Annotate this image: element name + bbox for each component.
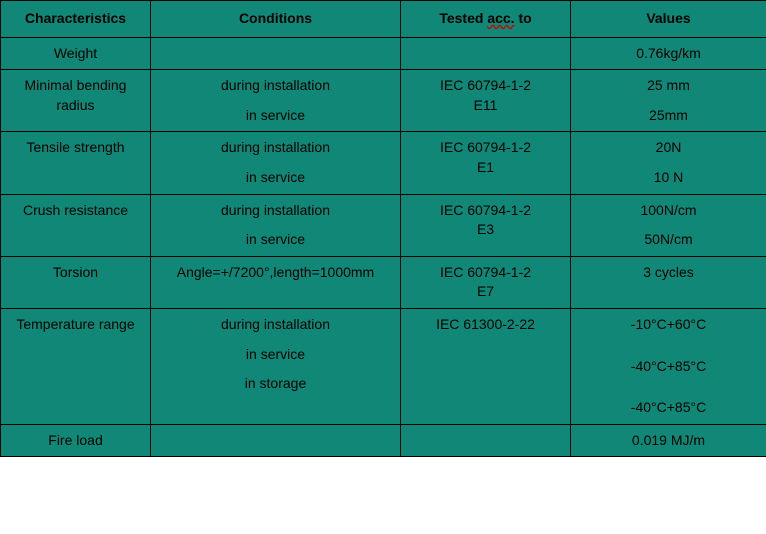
- cell-tested: IEC 60794-1-2E1: [401, 132, 571, 194]
- condition-line: in service: [246, 168, 305, 188]
- header-characteristics: Characteristics: [1, 1, 151, 38]
- value-line: 3 cycles: [643, 263, 694, 283]
- table-row: Fire load 0.019 MJ/m: [1, 424, 766, 457]
- cell-conditions: during installation in service: [151, 132, 401, 194]
- table-row: Torsion Angle=+/7200°,length=1000mm IEC 60…: [1, 256, 766, 308]
- value-line: -40°C+85°C: [631, 357, 706, 377]
- cell-characteristic: Weight: [1, 37, 151, 70]
- value-line: 100N/cm: [640, 201, 696, 221]
- value-line: -10°C+60°C: [631, 315, 706, 335]
- tested-line: E3: [405, 220, 566, 240]
- value-line: 10 N: [654, 168, 684, 188]
- condition-line: during installation: [221, 201, 330, 221]
- spec-table: Characteristics Conditions Tested acc. t…: [0, 0, 766, 457]
- value-line: -40°C+85°C: [631, 398, 706, 418]
- cell-characteristic: Torsion: [1, 256, 151, 308]
- header-tested-mid: acc.: [487, 10, 514, 26]
- cell-tested: [401, 37, 571, 70]
- value-line: 50N/cm: [644, 230, 692, 250]
- cell-characteristic: Crush resistance: [1, 194, 151, 256]
- char-line: radius: [5, 96, 146, 116]
- cell-tested: IEC 60794-1-2E3: [401, 194, 571, 256]
- cell-values: 3 cycles: [571, 256, 766, 308]
- cell-characteristic: Tensile strength: [1, 132, 151, 194]
- cell-characteristic: Minimal bendingradius: [1, 70, 151, 132]
- value-line: 25mm: [649, 106, 688, 126]
- table-row: Tensile strength during installation in se…: [1, 132, 766, 194]
- tested-line: E7: [405, 282, 566, 302]
- cell-values: -10°C+60°C -40°C+85°C -40°C+85°C: [571, 308, 766, 424]
- cell-tested: IEC 60794-1-2E11: [401, 70, 571, 132]
- header-conditions: Conditions: [151, 1, 401, 38]
- char-line: Minimal bending: [5, 76, 146, 96]
- cell-tested: IEC 61300-2-22: [401, 308, 571, 424]
- condition-line: during installation: [221, 138, 330, 158]
- table-row: Minimal bendingradiusduring installation…: [1, 70, 766, 132]
- table-body: Weight0.76kg/kmMinimal bendingradiusduri…: [1, 37, 766, 457]
- cell-values: 0.76kg/km: [571, 37, 766, 70]
- tested-line: IEC 60794-1-2: [405, 263, 566, 283]
- cell-tested: IEC 60794-1-2E7: [401, 256, 571, 308]
- cell-characteristic: Temperature range: [1, 308, 151, 424]
- condition-line: in service: [246, 230, 305, 250]
- value-line: 25 mm: [647, 76, 690, 96]
- table-row: Crush resistance during installation in se…: [1, 194, 766, 256]
- cell-characteristic: Fire load: [1, 424, 151, 457]
- cell-conditions: [151, 424, 401, 457]
- condition-line: Angle=+/7200°,length=1000mm: [177, 263, 374, 283]
- tested-line: E1: [405, 158, 566, 178]
- cell-conditions: during installation in service in storage: [151, 308, 401, 424]
- condition-line: during installation: [221, 76, 330, 96]
- condition-line: in storage: [245, 374, 306, 394]
- cell-values: 100N/cm 50N/cm: [571, 194, 766, 256]
- header-values: Values: [571, 1, 766, 38]
- header-tested-pre: Tested: [439, 10, 487, 26]
- condition-line: in service: [246, 106, 305, 126]
- tested-line: E11: [405, 96, 566, 116]
- cell-values: 20N 10 N: [571, 132, 766, 194]
- value-line: 0.019 MJ/m: [632, 431, 705, 451]
- table-row: Temperature range during installation in s…: [1, 308, 766, 424]
- cell-conditions: [151, 37, 401, 70]
- condition-line: during installation: [221, 315, 330, 335]
- condition-line: in service: [246, 345, 305, 365]
- tested-line: IEC 60794-1-2: [405, 76, 566, 96]
- header-tested-acc-to: Tested acc. to: [401, 1, 571, 38]
- cell-values: 25 mm 25mm: [571, 70, 766, 132]
- header-tested-post: to: [515, 10, 532, 26]
- header-row: Characteristics Conditions Tested acc. t…: [1, 1, 766, 38]
- tested-line: IEC 60794-1-2: [405, 201, 566, 221]
- tested-line: IEC 61300-2-22: [405, 315, 566, 335]
- cell-conditions: Angle=+/7200°,length=1000mm: [151, 256, 401, 308]
- value-line: 20N: [656, 138, 682, 158]
- cell-conditions: during installation in service: [151, 194, 401, 256]
- tested-line: IEC 60794-1-2: [405, 138, 566, 158]
- cell-tested: [401, 424, 571, 457]
- cell-values: 0.019 MJ/m: [571, 424, 766, 457]
- value-line: 0.76kg/km: [636, 44, 701, 64]
- table-row: Weight 0.76kg/km: [1, 37, 766, 70]
- cell-conditions: during installation in service: [151, 70, 401, 132]
